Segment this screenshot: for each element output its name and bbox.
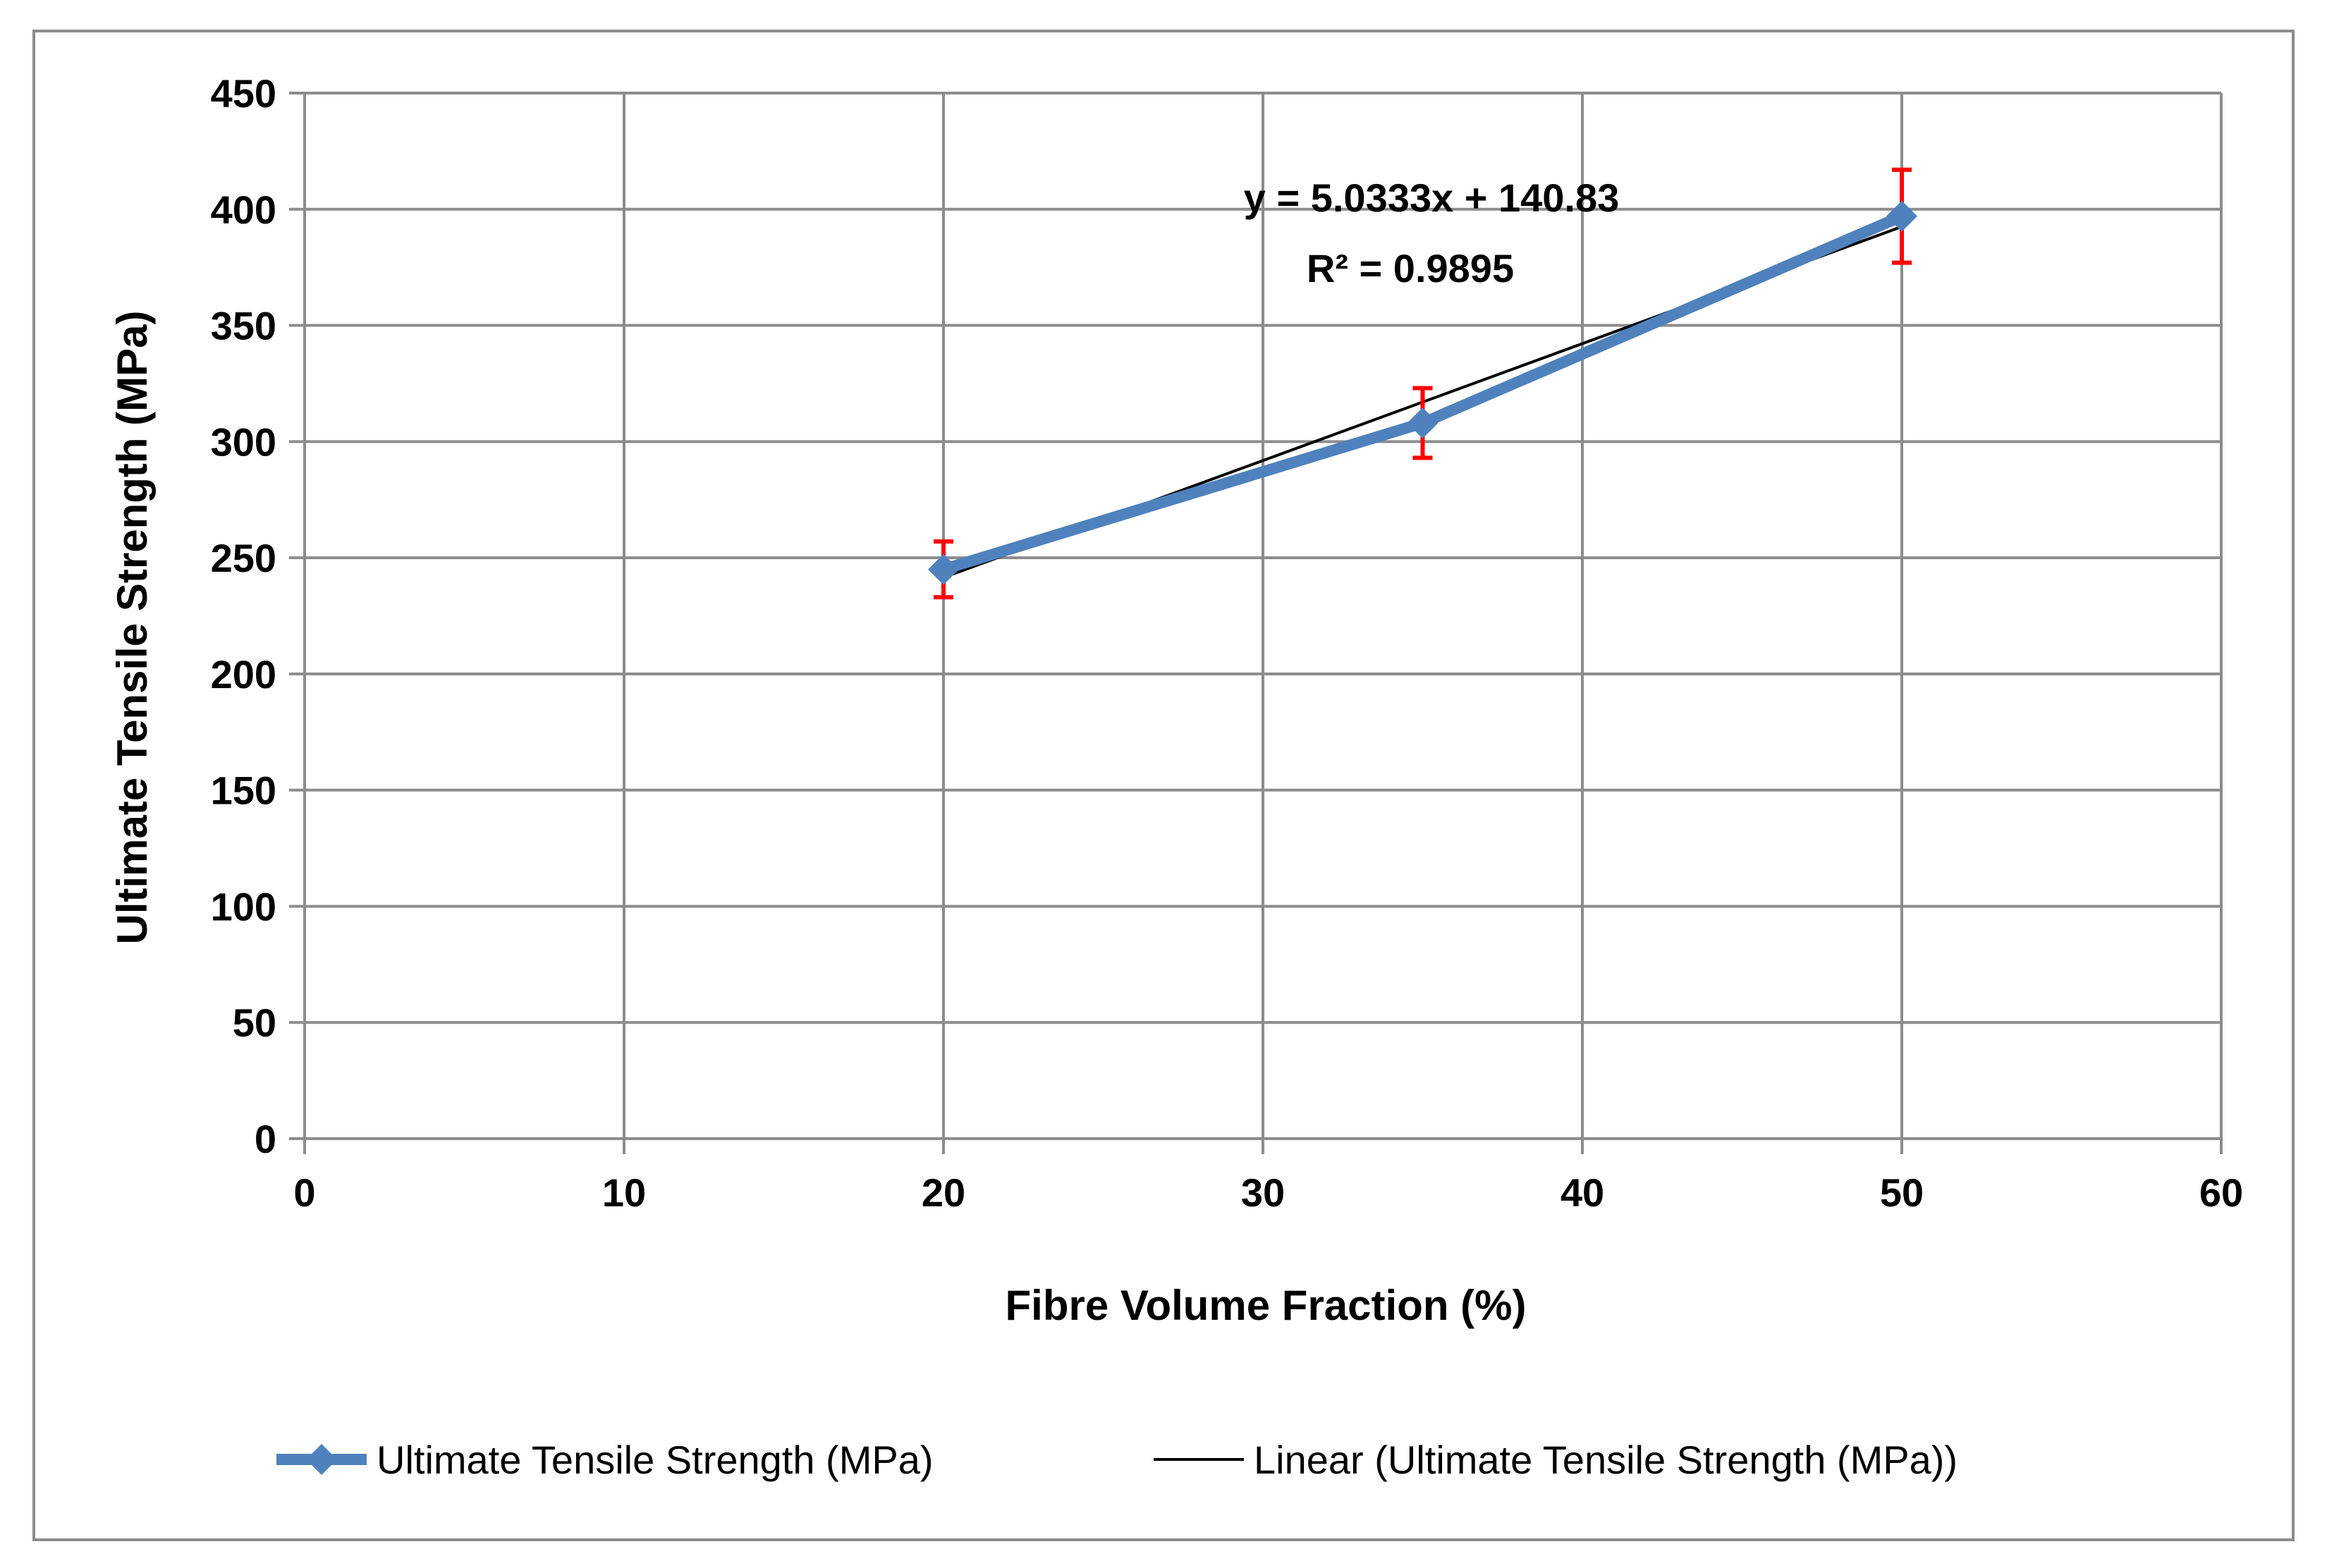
x-tick-label-10: 10 [602, 1170, 646, 1215]
y-tick-label-50: 50 [233, 1000, 276, 1045]
legend: Ultimate Tensile Strength (MPa) Linear (… [276, 1438, 1958, 1482]
trendline-r-squared: R² = 0.9895 [1307, 246, 1514, 290]
legend-series-label: Ultimate Tensile Strength (MPa) [377, 1438, 934, 1482]
data-markers [928, 200, 1917, 585]
data-point-20 [928, 553, 959, 585]
x-axis-title: Fibre Volume Fraction (%) [1006, 1282, 1527, 1329]
legend-series-marker [306, 1444, 337, 1475]
y-tick-label-450: 450 [211, 71, 276, 116]
y-tick-label-0: 0 [255, 1117, 276, 1161]
y-tick-label-250: 250 [211, 536, 276, 580]
y-tick-label-100: 100 [211, 884, 276, 929]
x-tick-label-60: 60 [2199, 1170, 2243, 1215]
axes [289, 92, 2223, 1154]
x-tick-label-0: 0 [293, 1170, 315, 1215]
y-tick-label-300: 300 [211, 419, 276, 464]
y-tick-label-150: 150 [211, 768, 276, 813]
y-axis-title: Ultimate Tensile Strength (MPa) [109, 310, 156, 944]
grid [305, 92, 2223, 1139]
x-tick-label-20: 20 [922, 1170, 965, 1215]
data-point-35 [1407, 407, 1439, 439]
y-tick-label-350: 350 [211, 304, 276, 348]
chart-border [32, 30, 2295, 1541]
x-tick-label-50: 50 [1880, 1170, 1924, 1215]
tick-labels: 0 50 100 150 200 250 300 350 400 450 0 10 20 30 40 50 60 [211, 71, 2244, 1215]
y-tick-label-400: 400 [211, 188, 276, 232]
data-point-50 [1886, 200, 1917, 232]
trendline-equation: y = 5.0333x + 140.83 [1244, 176, 1620, 220]
legend-trendline-label: Linear (Ultimate Tensile Strength (MPa)) [1254, 1438, 1958, 1482]
x-tick-label-40: 40 [1561, 1170, 1604, 1215]
y-tick-label-200: 200 [211, 652, 276, 697]
x-tick-label-30: 30 [1241, 1170, 1285, 1215]
